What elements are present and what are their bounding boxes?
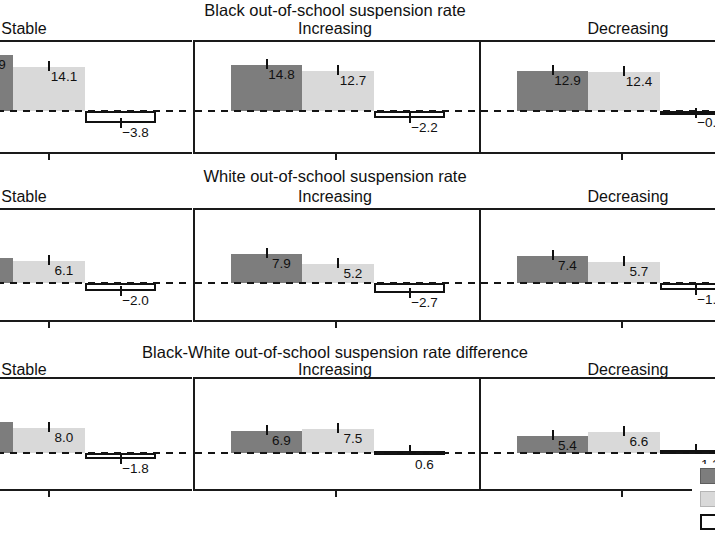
value-label: −2.7 bbox=[411, 295, 438, 310]
legend bbox=[692, 464, 715, 540]
error-bar-tick bbox=[266, 248, 268, 258]
zero-baseline-dashed-line bbox=[0, 282, 192, 284]
error-bar-tick bbox=[48, 255, 50, 265]
error-bar-tick bbox=[337, 258, 339, 268]
column-header-increasing-row2: Increasing bbox=[298, 188, 372, 206]
column-header-stable-row2: Stable bbox=[1, 188, 46, 206]
zero-baseline-dashed-line bbox=[195, 282, 481, 284]
error-bar-tick bbox=[48, 422, 50, 432]
error-bar-tick bbox=[409, 445, 411, 455]
error-bar-tick bbox=[552, 430, 554, 440]
value-label: 14.1 bbox=[51, 69, 77, 84]
column-header-increasing-row1: Increasing bbox=[298, 20, 372, 38]
value-label: 7.5 bbox=[344, 431, 363, 446]
error-bar-tick bbox=[337, 65, 339, 75]
legend-swatch-light-gray-icon bbox=[700, 491, 715, 507]
value-label: 5.7 bbox=[630, 264, 649, 279]
panel-increasing-row1: 14.8 12.7 −2.2 bbox=[193, 40, 481, 154]
value-label: 12.9 bbox=[554, 73, 580, 88]
value-label: 6.9 bbox=[272, 433, 291, 448]
panel-increasing-row2: 7.9 5.2 −2.7 bbox=[193, 208, 481, 322]
value-label: 17.9 bbox=[0, 57, 6, 72]
zero-baseline-dashed-line bbox=[195, 452, 481, 454]
panel-stable-row3: 8.0 −1.8 bbox=[0, 377, 192, 491]
bar-dark-gray-bar bbox=[0, 258, 13, 283]
value-label: 7.9 bbox=[272, 256, 291, 271]
x-axis-tick bbox=[335, 154, 337, 160]
zero-baseline-dashed-line bbox=[481, 282, 715, 284]
zero-baseline-dashed-line bbox=[0, 110, 192, 112]
error-bar-tick bbox=[266, 59, 268, 69]
panel-decreasing-row1: 12.9 12.4 −0.5 bbox=[479, 40, 715, 154]
value-label: −1.8 bbox=[122, 461, 149, 476]
column-header-decreasing-row1: Decreasing bbox=[588, 20, 669, 38]
value-label: 5.4 bbox=[558, 438, 577, 453]
panel-decreasing-row3: 5.46.61.2 bbox=[479, 377, 715, 491]
legend-swatch-white-outline-icon bbox=[700, 514, 715, 530]
x-axis-tick bbox=[621, 322, 623, 328]
value-label: −2.0 bbox=[122, 293, 149, 308]
error-bar-tick bbox=[552, 65, 554, 75]
error-bar-tick bbox=[623, 256, 625, 266]
x-axis-tick bbox=[335, 322, 337, 328]
x-axis-tick bbox=[621, 154, 623, 160]
value-label: 14.8 bbox=[268, 67, 294, 82]
bar-dark-gray-bar bbox=[517, 256, 589, 283]
x-axis-tick bbox=[48, 322, 50, 328]
figure-title-black-oss-rate: Black out-of-school suspension rate bbox=[0, 1, 670, 19]
error-bar-tick bbox=[623, 66, 625, 76]
zero-baseline-dashed-line bbox=[481, 452, 715, 454]
error-bar-tick bbox=[337, 423, 339, 433]
value-label: 5.2 bbox=[344, 266, 363, 281]
panel-increasing-row3: 6.9 7.5 0.6 bbox=[193, 377, 481, 491]
value-label: 12.4 bbox=[626, 74, 652, 89]
bar-dark-gray-bar bbox=[0, 422, 13, 454]
error-bar-tick bbox=[695, 444, 697, 454]
legend-swatch-dark-gray-icon bbox=[700, 468, 715, 484]
column-header-stable-row1: Stable bbox=[1, 20, 46, 38]
panel-stable-row1: 17.9 14.1 −3.8 bbox=[0, 40, 192, 154]
value-label: −3.8 bbox=[122, 125, 149, 140]
value-label: −2.2 bbox=[411, 120, 438, 135]
value-label: 12.7 bbox=[340, 73, 366, 88]
figure-title-white-oss-rate: White out-of-school suspension rate bbox=[0, 167, 670, 185]
zero-baseline-dashed-line bbox=[195, 110, 481, 112]
value-label: 8.0 bbox=[55, 430, 74, 445]
value-label: 0.6 bbox=[415, 457, 434, 472]
error-bar-tick bbox=[48, 61, 50, 71]
value-label: 6.1 bbox=[55, 263, 74, 278]
value-label: −1.7 bbox=[697, 292, 715, 307]
column-header-decreasing-row2: Decreasing bbox=[588, 188, 669, 206]
panel-decreasing-row2: 7.4 5.7 −1.7 bbox=[479, 208, 715, 322]
x-axis-tick bbox=[621, 491, 623, 497]
value-label: −0.5 bbox=[697, 115, 715, 130]
error-bar-tick bbox=[623, 426, 625, 436]
zero-baseline-dashed-line bbox=[0, 452, 192, 454]
value-label: 7.4 bbox=[558, 258, 577, 273]
error-bar-tick bbox=[552, 250, 554, 260]
error-bar-tick bbox=[266, 425, 268, 435]
x-axis-tick bbox=[48, 491, 50, 497]
panel-stable-row2: 6.1 −2.0 bbox=[0, 208, 192, 322]
bar-dark-gray-bar bbox=[231, 254, 303, 283]
suspension-rate-figure: Black out-of-school suspension rate Whit… bbox=[0, 0, 715, 550]
x-axis-tick bbox=[48, 154, 50, 160]
x-axis-tick bbox=[335, 491, 337, 497]
value-label: 6.6 bbox=[630, 434, 649, 449]
figure-title-black-white-difference: Black-White out-of-school suspension rat… bbox=[0, 343, 670, 361]
zero-baseline-dashed-line bbox=[481, 110, 715, 112]
